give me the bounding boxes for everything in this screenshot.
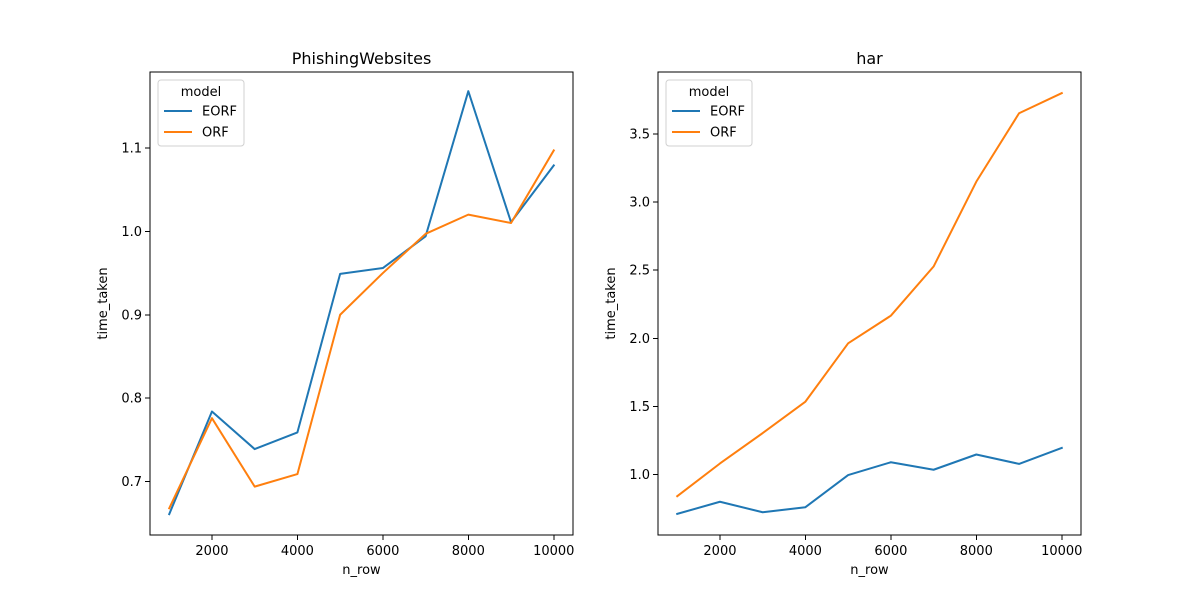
y-tick-label: 1.1 <box>121 141 142 156</box>
x-tick-label: 8000 <box>452 544 485 559</box>
x-tick-label: 6000 <box>874 544 907 559</box>
legend-title: model <box>689 85 729 100</box>
x-axis-label: n_row <box>850 563 889 578</box>
legend-label-eorf: EORF <box>202 105 237 120</box>
x-tick-label: 10000 <box>533 544 574 559</box>
legend-title: model <box>181 85 221 100</box>
x-tick-label: 8000 <box>960 544 993 559</box>
legend-label-orf: ORF <box>202 126 229 141</box>
y-tick-label: 0.8 <box>121 392 142 407</box>
y-tick-label: 1.0 <box>121 225 142 240</box>
legend-label-eorf: EORF <box>710 105 745 120</box>
x-tick-label: 2000 <box>703 544 736 559</box>
legend-label-orf: ORF <box>710 126 737 141</box>
legend: model EORF ORF <box>158 80 244 146</box>
y-axis-label: time_taken <box>96 267 111 339</box>
chart-title: PhishingWebsites <box>292 49 432 68</box>
y-tick-label: 3.5 <box>629 127 650 142</box>
y-tick-label: 0.9 <box>121 308 142 323</box>
x-axis-label: n_row <box>342 563 381 578</box>
y-tick-label: 1.0 <box>629 468 650 483</box>
y-tick-label: 1.5 <box>629 400 650 415</box>
y-tick-label: 2.0 <box>629 332 650 347</box>
y-tick-label: 2.5 <box>629 264 650 279</box>
x-tick-label: 4000 <box>789 544 822 559</box>
x-tick-label: 4000 <box>281 544 314 559</box>
chart-title: har <box>856 49 883 68</box>
y-tick-label: 3.0 <box>629 196 650 211</box>
y-tick-label: 0.7 <box>121 475 142 490</box>
y-axis-label: time_taken <box>604 267 619 339</box>
x-tick-label: 10000 <box>1041 544 1082 559</box>
legend: model EORF ORF <box>666 80 752 146</box>
x-tick-label: 6000 <box>366 544 399 559</box>
x-tick-label: 2000 <box>195 544 228 559</box>
